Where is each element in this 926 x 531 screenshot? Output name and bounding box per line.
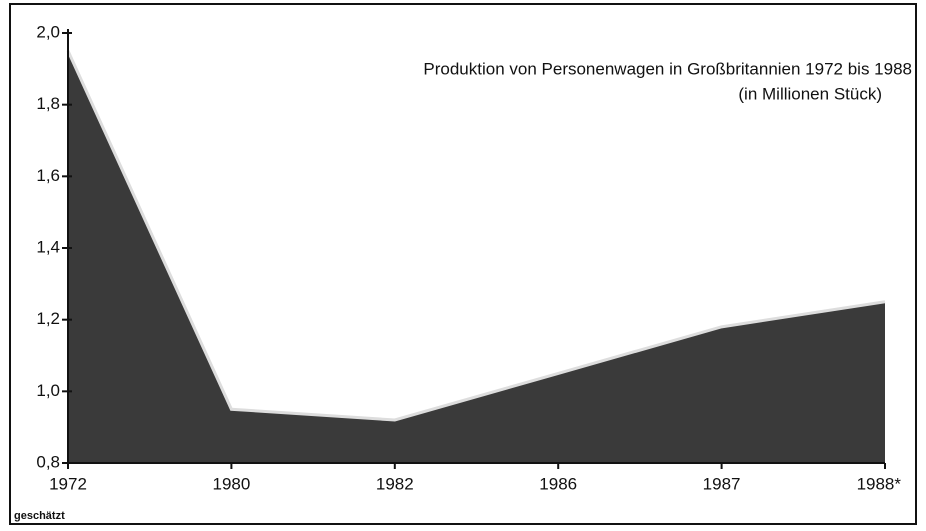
chart-subtitle: (in Millionen Stück) (738, 84, 882, 103)
y-tick-label: 1,4 (36, 237, 60, 256)
frame (9, 3, 917, 525)
x-tick-label: 1982 (376, 474, 414, 493)
x-tick-label: 1986 (539, 474, 577, 493)
x-tick-label: 1980 (212, 474, 250, 493)
footnote: geschätzt (14, 510, 65, 522)
area-line (66, 50, 886, 422)
x-tick-label: 1972 (49, 474, 87, 493)
x-tick-label: 1987 (703, 474, 741, 493)
y-tick-label: 0,8 (36, 452, 60, 471)
y-tick-label: 2,0 (36, 22, 60, 41)
area (68, 50, 885, 464)
y-tick-label: 1,2 (36, 309, 60, 328)
chart-title: Produktion von Personenwagen in Großbrit… (423, 59, 912, 78)
y-tick-label: 1,6 (36, 166, 60, 185)
y-tick-label: 1,8 (36, 94, 60, 113)
x-tick-label: 1988* (857, 474, 902, 493)
y-tick-label: 1,0 (36, 381, 60, 400)
